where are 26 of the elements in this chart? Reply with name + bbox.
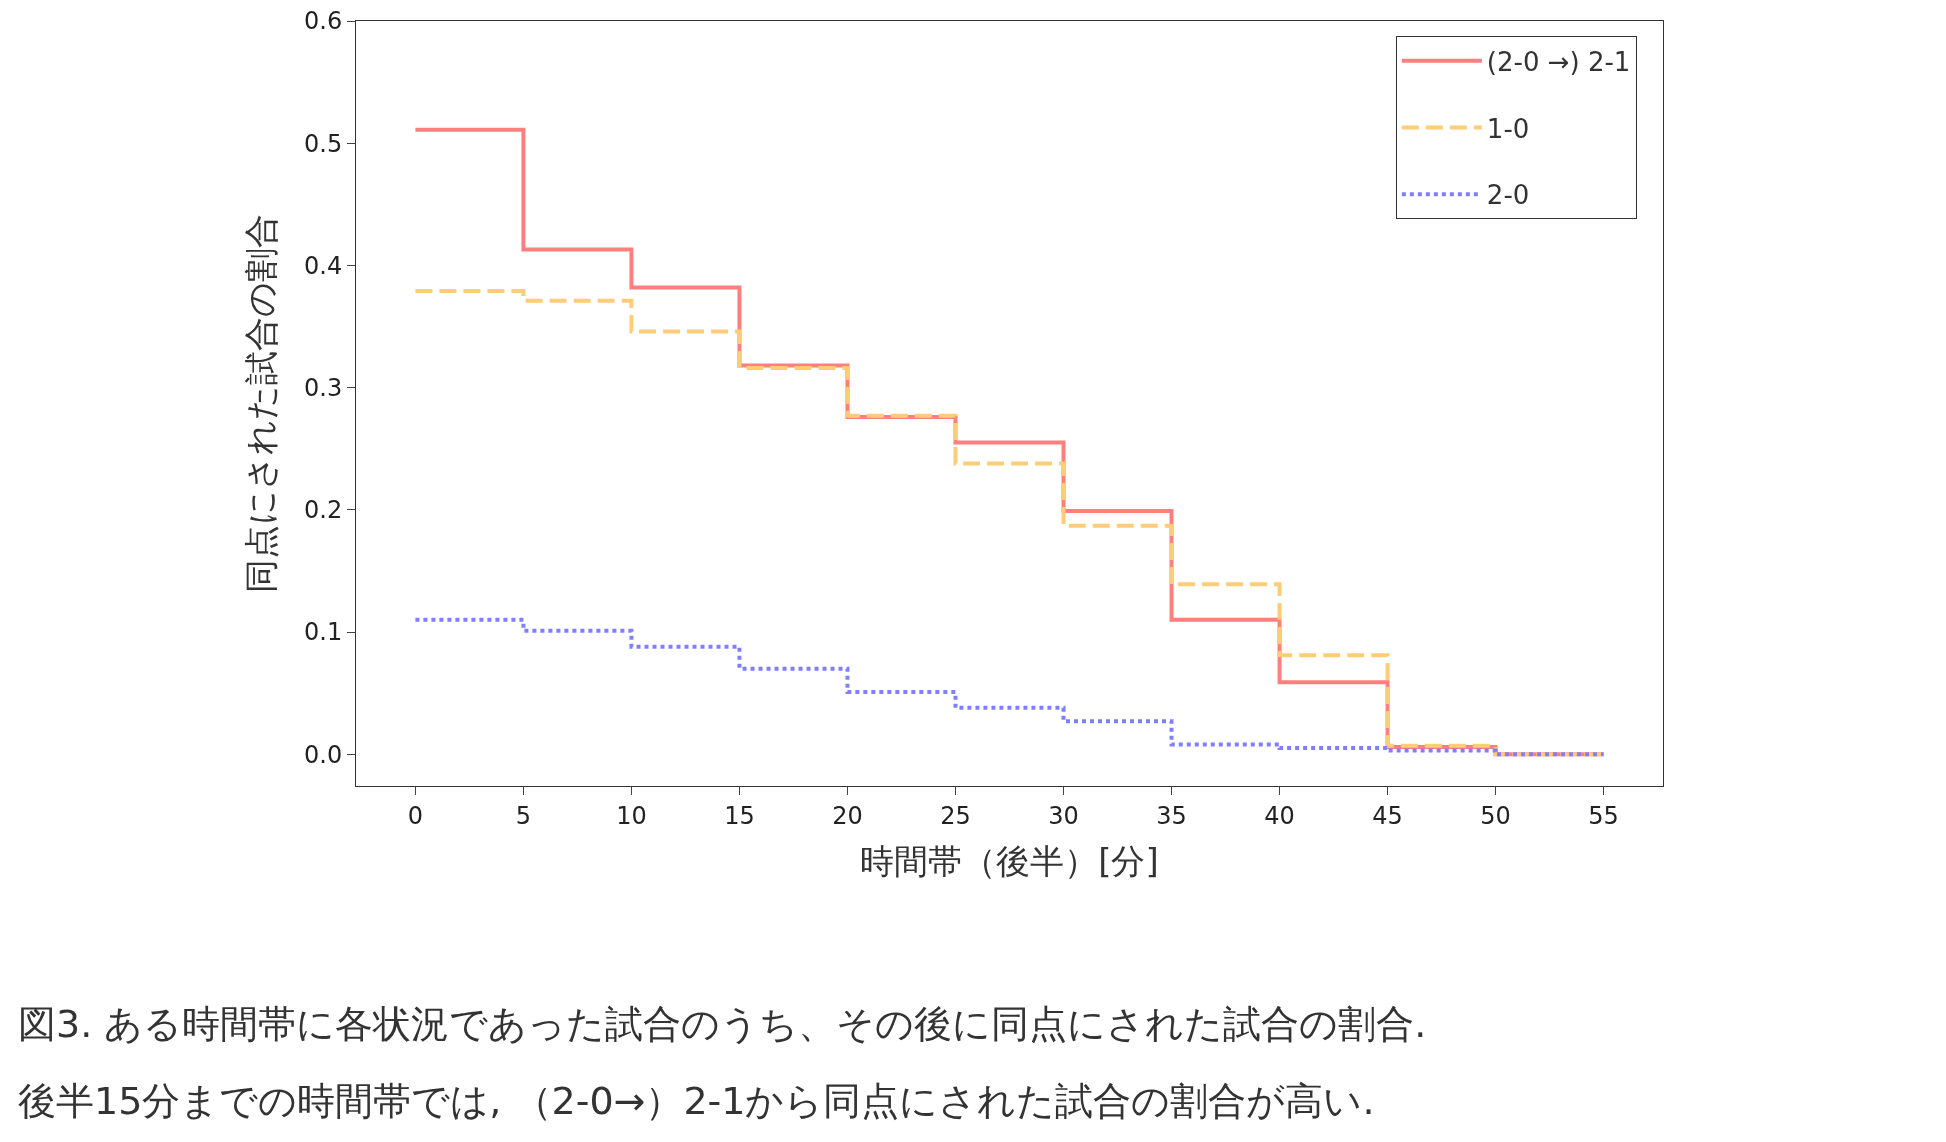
x-tick-label: 45 [1372,801,1403,830]
x-tick-label: 0 [407,801,424,830]
y-tick-label: 0.1 [304,618,343,647]
x-tick-label: 25 [940,801,971,830]
y-tick-label: 0.3 [304,374,343,403]
x-tick-label: 35 [1156,801,1187,830]
x-tick-label: 15 [724,801,755,830]
y-tick-label: 0.0 [304,740,343,769]
x-tick-label: 10 [616,801,647,830]
y-tick-label: 0.4 [304,251,343,280]
y-tick-label: 0.2 [304,496,343,525]
legend-label: (2-0 →) 2-1 [1486,46,1631,77]
legend-label: 2-0 [1486,180,1530,211]
y-tick-label: 0.5 [304,129,343,158]
x-tick-label: 30 [1048,801,1079,830]
legend-label: 1-0 [1486,113,1530,144]
y-tick-label: 0.6 [304,7,343,36]
x-tick-label: 40 [1264,801,1295,830]
x-tick-label: 5 [515,801,532,830]
caption: 図3. ある時間帯に各状況であった試合のうち、その後に同点にされた試合の割合. [18,1002,1427,1046]
x-tick-label: 55 [1588,801,1619,830]
x-axis-title: 時間帯（後半）[分] [860,841,1159,882]
text: 後半15分までの時間帯では, （2-0→）2-1から同点にされた試合の割合が高い. [18,1079,1375,1123]
x-tick-label: 20 [832,801,863,830]
x-tick-label: 50 [1480,801,1511,830]
y-axis-title: 同点にされた試合の割合 [240,214,281,593]
